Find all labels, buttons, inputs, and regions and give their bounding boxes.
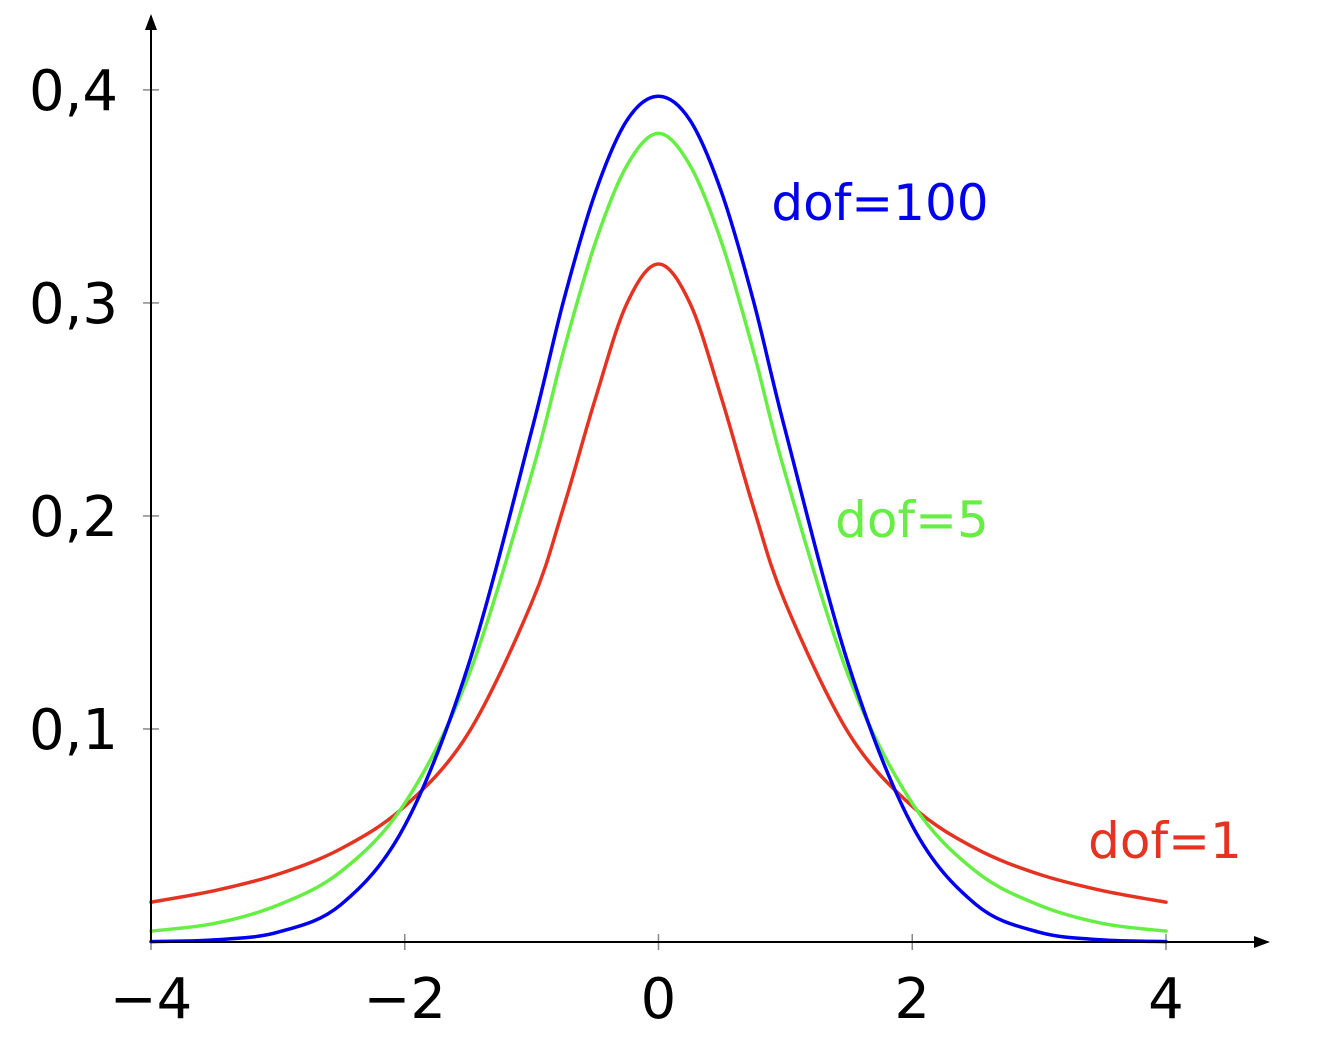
y-tick-label: 0,4 xyxy=(29,59,118,124)
series-label-dof-1: dof=1 xyxy=(1088,812,1242,870)
series-line-dof-1 xyxy=(149,262,1168,904)
y-tick-label: 0,2 xyxy=(29,485,118,550)
x-tick-label: 2 xyxy=(894,967,930,1032)
x-tick-label: −4 xyxy=(110,967,193,1032)
series-label-dof-100: dof=100 xyxy=(771,174,988,232)
series-layer xyxy=(149,94,1168,944)
x-tick-label: −2 xyxy=(363,967,446,1032)
x-tick-label: 4 xyxy=(1148,967,1184,1032)
ticks-layer: −4 −2 0 2 4 0,1 0,2 0,3 0,4 xyxy=(29,59,1184,1032)
series-line-dof-5 xyxy=(149,131,1168,933)
y-tick-label: 0,1 xyxy=(29,698,118,763)
series-line-dof-100 xyxy=(149,94,1168,944)
series-label-dof-5: dof=5 xyxy=(835,491,989,549)
labels-layer: dof=100 dof=5 dof=1 xyxy=(771,174,1241,870)
y-tick-label: 0,3 xyxy=(29,272,118,337)
x-tick-label: 0 xyxy=(641,967,677,1032)
axes-layer xyxy=(145,14,1270,948)
